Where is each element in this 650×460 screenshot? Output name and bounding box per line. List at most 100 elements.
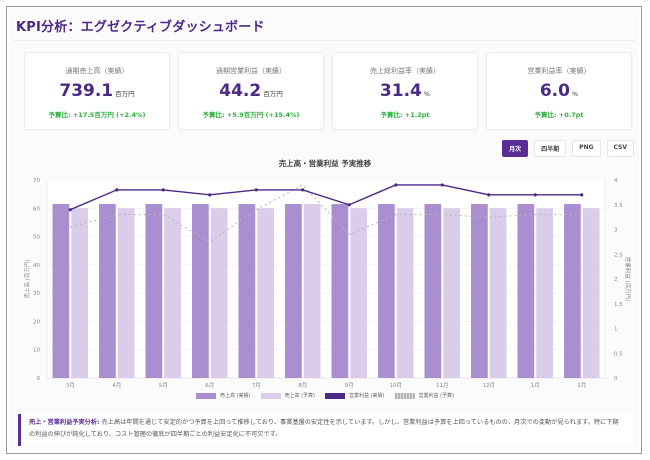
title-divider	[14, 40, 636, 41]
point-profit-actual	[440, 183, 444, 187]
bar-sales-actual	[145, 204, 163, 378]
y2-tick-label: 0	[614, 376, 618, 382]
chart-toolbar: 月次 四半期 PNG CSV	[502, 140, 634, 157]
y-tick-label: 0	[37, 376, 41, 382]
kpi-delta: 予算比: +5.9百万円 (+15.4%)	[202, 111, 300, 119]
legend-swatch	[260, 392, 281, 399]
bar-sales-actual	[564, 204, 581, 378]
bar-sales-budget	[164, 208, 181, 378]
bar-sales-budget	[489, 208, 507, 378]
kpi-card-operating-profit: 通期営業利益（実績） 44.2 百万円 予算比: +5.9百万円 (+15.4%)	[178, 52, 324, 130]
kpi-card-sales: 通期売上高（実績） 739.1 百万円 予算比: +17.5百万円 (+2.4%)	[24, 52, 170, 130]
x-tick-label: 11月	[436, 382, 449, 389]
legend-item-sales-actual[interactable]: 売上高 (実績)	[196, 392, 251, 399]
point-profit-actual	[115, 188, 119, 192]
monthly-button[interactable]: 月次	[502, 140, 529, 157]
page-title: KPI分析：エグゼクティブダッシュボード	[16, 20, 265, 35]
kpi-number: 739.1	[59, 81, 114, 101]
legend-label: 売上高 (予算)	[284, 393, 316, 399]
kpi-value: 44.2 百万円	[179, 81, 323, 104]
bar-sales-actual	[517, 204, 535, 378]
bar-sales-actual	[471, 204, 488, 378]
x-tick-label: 12月	[483, 382, 496, 389]
y2-tick-label: 3	[614, 228, 618, 234]
kpi-number: 6.0	[539, 81, 570, 101]
bar-sales-budget	[117, 208, 135, 378]
y2-tick-label: 2.5	[614, 252, 623, 258]
legend-item-profit-actual[interactable]: 営業利益 (実績)	[325, 392, 385, 399]
point-profit-actual	[394, 183, 398, 187]
quarterly-button[interactable]: 四半期	[534, 140, 567, 157]
y-tick-label: 40	[33, 263, 40, 269]
x-tick-label: 6月	[205, 382, 214, 389]
y-tick-label: 30	[33, 291, 40, 297]
legend-item-sales-budget[interactable]: 売上高 (予算)	[260, 392, 316, 399]
y-axis-title: 売上高 (百万円)	[23, 259, 31, 298]
kpi-number: 31.4	[379, 81, 422, 101]
kpi-label: 売上総利益率（実績）	[370, 67, 440, 75]
bar-sales-budget	[303, 204, 321, 378]
bar-sales-actual	[285, 204, 302, 378]
kpi-delta: 予算比: +1.2pt	[380, 111, 430, 119]
bar-sales-actual	[424, 204, 442, 378]
bar-sales-budget	[582, 208, 600, 378]
point-profit-actual	[161, 188, 165, 192]
point-profit-actual	[347, 203, 351, 207]
bar-sales-actual	[378, 204, 395, 378]
x-tick-label: 5月	[159, 382, 168, 389]
point-profit-actual	[580, 193, 584, 197]
plot-area	[47, 180, 605, 378]
x-tick-label: 7月	[252, 382, 261, 389]
bar-sales-budget	[210, 208, 228, 378]
x-tick-label: 3月	[66, 382, 75, 389]
y-tick-label: 60	[33, 206, 40, 212]
analysis-note: 売上・営業利益予実分析: 売上高は年間を通じて安定的かつ予算を上回って推移してお…	[18, 414, 632, 446]
kpi-card-operating-margin: 営業利益率（実績） 6.0% 予算比: +0.7pt	[486, 52, 632, 130]
y2-axis-title: 営業利益 (百万円)	[624, 257, 632, 302]
kpi-delta: 予算比: +0.7pt	[534, 111, 584, 119]
kpi-value: 6.0%	[487, 81, 631, 104]
chart-title: 売上高・営業利益 予実推移	[278, 159, 372, 168]
point-profit-actual	[301, 188, 305, 192]
kpi-label: 営業利益率（実績）	[527, 67, 591, 75]
legend-label: 営業利益 (実績)	[349, 393, 385, 399]
bar-sales-budget	[257, 208, 274, 378]
legend-item-profit-budget[interactable]: 営業利益 (予算)	[394, 392, 454, 399]
bar-sales-budget	[396, 208, 414, 378]
point-profit-actual	[487, 193, 491, 197]
x-tick-label: 4月	[112, 382, 121, 389]
x-tick-label: 9月	[345, 382, 354, 389]
note-body: 売上高は年間を通じて安定的かつ予算を上回って推移しており、事業基盤の安定性を示し…	[29, 419, 619, 438]
y2-tick-label: 0.5	[614, 351, 623, 357]
legend-label: 売上高 (実績)	[220, 393, 251, 399]
y2-tick-label: 1	[614, 327, 618, 333]
kpi-label: 通期営業利益（実績）	[216, 67, 286, 75]
bar-sales-budget	[350, 208, 367, 378]
x-tick-label: 2月	[577, 382, 586, 389]
kpi-label: 通期売上高（実績）	[65, 67, 129, 75]
bar-sales-actual	[192, 204, 209, 378]
point-profit-actual	[68, 208, 72, 212]
bar-sales-actual	[99, 204, 116, 378]
bar-sales-budget	[536, 208, 553, 378]
x-tick-label: 1月	[531, 382, 540, 389]
y-tick-label: 20	[33, 319, 40, 325]
point-profit-actual	[533, 193, 537, 197]
line-profit-budget	[70, 184, 582, 243]
y2-tick-label: 2	[614, 277, 618, 283]
legend-swatch	[325, 392, 345, 399]
export-png-button[interactable]: PNG	[572, 140, 601, 157]
x-tick-label: 10月	[390, 382, 403, 389]
y-tick-label: 50	[33, 235, 40, 241]
point-profit-actual	[208, 193, 212, 197]
bar-sales-actual	[238, 204, 256, 378]
bar-sales-actual	[331, 204, 349, 378]
line-profit-actual	[69, 184, 582, 211]
kpi-number: 44.2	[219, 81, 262, 101]
export-csv-button[interactable]: CSV	[606, 140, 634, 157]
y2-tick-label: 3.5	[614, 203, 623, 209]
bar-sales-budget	[71, 208, 88, 378]
y-tick-label: 70	[33, 178, 40, 184]
kpi-unit: 百万円	[115, 90, 135, 98]
